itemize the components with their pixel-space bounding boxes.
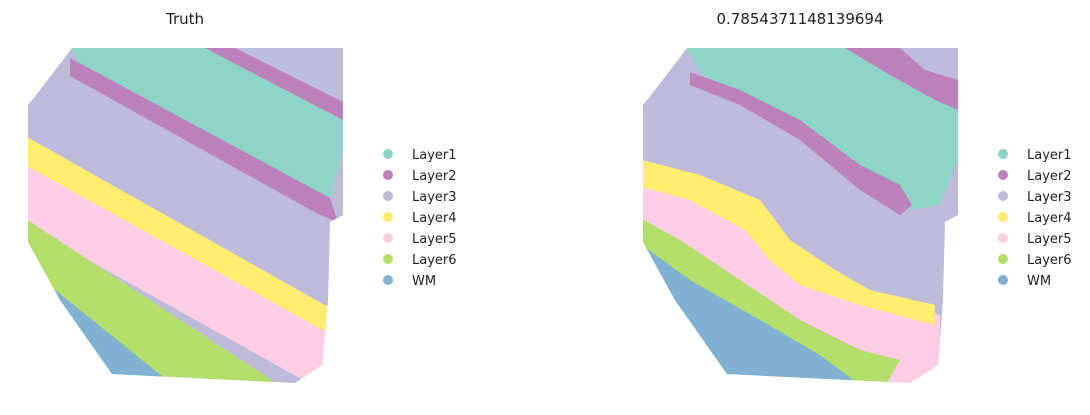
legend-label: Layer4 — [1027, 211, 1072, 226]
legend-marker — [383, 275, 393, 285]
legend-label: Layer3 — [412, 190, 457, 205]
panel-title: 0.7854371148139694 — [716, 10, 883, 28]
legend-label: Layer4 — [412, 211, 457, 226]
layer-region — [643, 158, 935, 325]
legend-label: Layer5 — [1027, 232, 1072, 247]
legend-label: Layer6 — [412, 253, 457, 268]
layer-region — [690, 72, 912, 215]
legend-marker — [383, 212, 393, 222]
panel-title: Truth — [165, 10, 204, 28]
legend-label: Layer5 — [412, 232, 457, 247]
layer-region — [70, 58, 338, 222]
layer-region — [28, 160, 330, 383]
legend-label: WM — [1027, 274, 1051, 289]
layer-region — [687, 48, 958, 210]
legend-marker — [383, 254, 393, 264]
layer-region — [845, 48, 958, 110]
legend-marker — [383, 170, 393, 180]
legend-label: Layer6 — [1027, 253, 1072, 268]
legend-marker — [998, 275, 1008, 285]
legend-label: WM — [412, 274, 436, 289]
legend-label: Layer2 — [1027, 169, 1072, 184]
legend: Layer1 Layer2 Layer3 Layer4 Layer5 Layer6 WM — [383, 148, 457, 289]
tissue — [28, 48, 343, 383]
legend-label: Layer2 — [412, 169, 457, 184]
tissue — [643, 48, 958, 383]
legend-label: Layer1 — [412, 148, 457, 163]
legend-label: Layer1 — [1027, 148, 1072, 163]
legend: Layer1 Layer2 Layer3 Layer4 Layer5 Layer6 WM — [998, 148, 1072, 289]
legend-marker — [998, 191, 1008, 201]
legend-marker — [383, 191, 393, 201]
legend-marker — [998, 170, 1008, 180]
legend-marker — [998, 254, 1008, 264]
layer-region — [72, 48, 343, 200]
legend-label: Layer3 — [1027, 190, 1072, 205]
legend-marker — [383, 233, 393, 243]
legend-marker — [998, 149, 1008, 159]
legend-marker — [998, 233, 1008, 243]
layer-region — [205, 48, 343, 120]
layer-region — [28, 133, 330, 334]
legend-marker — [998, 212, 1008, 222]
legend-marker — [383, 149, 393, 159]
